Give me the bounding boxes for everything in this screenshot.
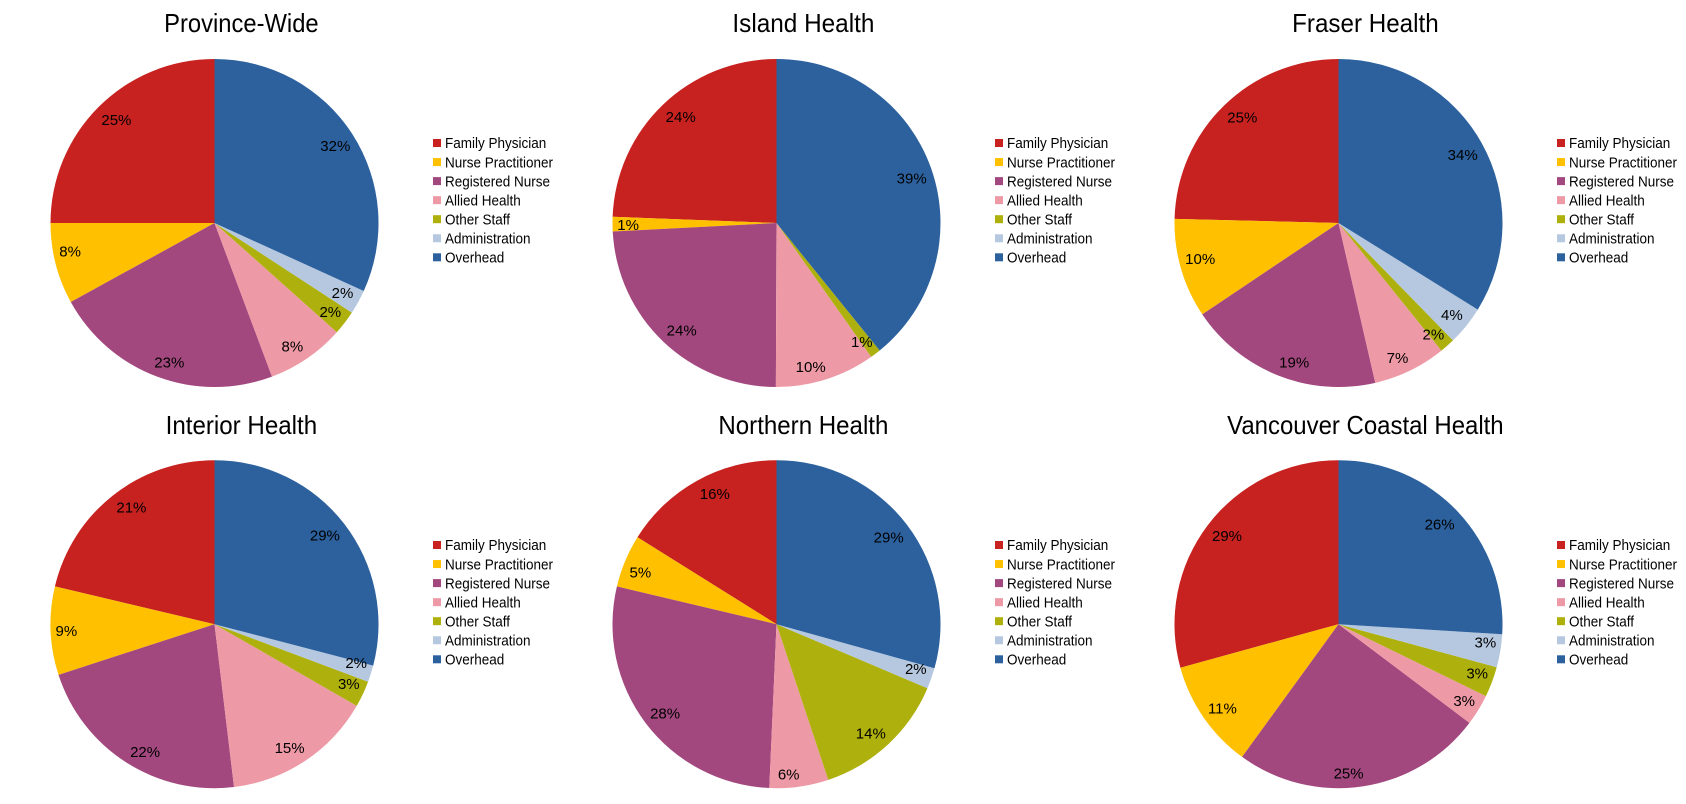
svg-text:Other Staff: Other Staff xyxy=(1007,613,1073,630)
svg-text:10%: 10% xyxy=(1185,251,1215,268)
svg-text:Fraser Health: Fraser Health xyxy=(1292,8,1439,38)
svg-text:Overhead: Overhead xyxy=(445,652,504,669)
svg-text:2%: 2% xyxy=(1423,326,1445,343)
svg-text:7%: 7% xyxy=(1387,350,1409,367)
svg-text:Allied Health: Allied Health xyxy=(445,594,521,611)
svg-text:Other Staff: Other Staff xyxy=(1007,211,1073,228)
svg-text:Registered Nurse: Registered Nurse xyxy=(1569,575,1674,592)
svg-text:Nurse Practitioner: Nurse Practitioner xyxy=(445,154,553,171)
svg-text:Nurse Practitioner: Nurse Practitioner xyxy=(1007,556,1115,573)
svg-text:1%: 1% xyxy=(617,217,639,234)
svg-text:Family Physician: Family Physician xyxy=(1569,537,1670,554)
svg-text:8%: 8% xyxy=(282,338,304,355)
svg-text:Overhead: Overhead xyxy=(1007,652,1066,669)
svg-text:Administration: Administration xyxy=(1007,632,1093,649)
svg-text:25%: 25% xyxy=(1334,765,1364,782)
svg-text:Administration: Administration xyxy=(1569,230,1655,247)
svg-text:Nurse Practitioner: Nurse Practitioner xyxy=(445,556,553,573)
svg-text:Registered Nurse: Registered Nurse xyxy=(1569,173,1674,190)
svg-text:21%: 21% xyxy=(116,500,146,517)
svg-text:Administration: Administration xyxy=(1569,632,1655,649)
svg-text:Overhead: Overhead xyxy=(1569,652,1628,669)
svg-text:1%: 1% xyxy=(851,334,873,351)
svg-text:8%: 8% xyxy=(59,244,81,261)
svg-text:24%: 24% xyxy=(667,323,697,340)
svg-text:2%: 2% xyxy=(905,661,927,678)
svg-text:3%: 3% xyxy=(1453,693,1475,710)
svg-text:Other Staff: Other Staff xyxy=(1569,211,1635,228)
svg-text:Family Physician: Family Physician xyxy=(445,537,546,554)
svg-text:24%: 24% xyxy=(666,109,696,126)
svg-text:Province-Wide: Province-Wide xyxy=(164,8,319,38)
svg-text:19%: 19% xyxy=(1279,354,1309,371)
svg-text:Northern Health: Northern Health xyxy=(718,410,888,440)
svg-text:22%: 22% xyxy=(130,744,160,761)
svg-text:Administration: Administration xyxy=(445,230,531,247)
svg-text:23%: 23% xyxy=(154,355,184,372)
svg-text:2%: 2% xyxy=(332,285,354,302)
svg-text:Overhead: Overhead xyxy=(445,250,504,267)
svg-text:Registered Nurse: Registered Nurse xyxy=(445,173,550,190)
svg-text:28%: 28% xyxy=(650,705,680,722)
svg-text:5%: 5% xyxy=(630,564,652,581)
svg-text:6%: 6% xyxy=(778,767,800,784)
svg-text:Registered Nurse: Registered Nurse xyxy=(1007,575,1112,592)
svg-text:3%: 3% xyxy=(1475,634,1497,651)
svg-text:3%: 3% xyxy=(338,676,360,693)
svg-text:Other Staff: Other Staff xyxy=(445,211,511,228)
svg-text:Allied Health: Allied Health xyxy=(445,192,521,209)
svg-text:Allied Health: Allied Health xyxy=(1007,594,1083,611)
svg-text:Allied Health: Allied Health xyxy=(1007,192,1083,209)
svg-text:Family Physician: Family Physician xyxy=(1007,537,1108,554)
svg-text:Family Physician: Family Physician xyxy=(1007,135,1108,152)
svg-text:Overhead: Overhead xyxy=(1569,250,1628,267)
svg-text:39%: 39% xyxy=(897,171,927,188)
svg-text:4%: 4% xyxy=(1441,307,1463,324)
svg-text:Registered Nurse: Registered Nurse xyxy=(1007,173,1112,190)
svg-text:2%: 2% xyxy=(319,304,341,321)
svg-text:26%: 26% xyxy=(1425,517,1455,534)
svg-text:15%: 15% xyxy=(275,740,305,757)
svg-text:9%: 9% xyxy=(56,623,78,640)
svg-text:10%: 10% xyxy=(796,359,826,376)
svg-text:Overhead: Overhead xyxy=(1007,250,1066,267)
svg-text:29%: 29% xyxy=(874,530,904,547)
svg-text:25%: 25% xyxy=(1227,109,1257,126)
svg-text:Family Physician: Family Physician xyxy=(1569,135,1670,152)
svg-text:Nurse Practitioner: Nurse Practitioner xyxy=(1569,556,1677,573)
svg-text:Vancouver Coastal Health: Vancouver Coastal Health xyxy=(1227,410,1504,440)
svg-text:Nurse Practitioner: Nurse Practitioner xyxy=(1569,154,1677,171)
svg-text:3%: 3% xyxy=(1466,666,1488,683)
svg-text:Interior Health: Interior Health xyxy=(166,410,318,440)
svg-text:Administration: Administration xyxy=(445,632,531,649)
svg-text:Other Staff: Other Staff xyxy=(445,613,511,630)
svg-text:16%: 16% xyxy=(700,486,730,503)
svg-text:Allied Health: Allied Health xyxy=(1569,192,1645,209)
svg-text:Allied Health: Allied Health xyxy=(1569,594,1645,611)
svg-text:14%: 14% xyxy=(856,725,886,742)
svg-text:29%: 29% xyxy=(1212,528,1242,545)
svg-text:Other Staff: Other Staff xyxy=(1569,613,1635,630)
svg-text:Family Physician: Family Physician xyxy=(445,135,546,152)
svg-text:Island Health: Island Health xyxy=(732,8,874,38)
svg-text:32%: 32% xyxy=(320,138,350,155)
svg-text:25%: 25% xyxy=(101,112,131,129)
svg-text:34%: 34% xyxy=(1448,147,1478,164)
svg-text:29%: 29% xyxy=(310,528,340,545)
svg-text:Registered Nurse: Registered Nurse xyxy=(445,575,550,592)
svg-text:Nurse Practitioner: Nurse Practitioner xyxy=(1007,154,1115,171)
svg-text:2%: 2% xyxy=(345,655,367,672)
svg-text:Administration: Administration xyxy=(1007,230,1093,247)
svg-text:11%: 11% xyxy=(1208,700,1237,717)
